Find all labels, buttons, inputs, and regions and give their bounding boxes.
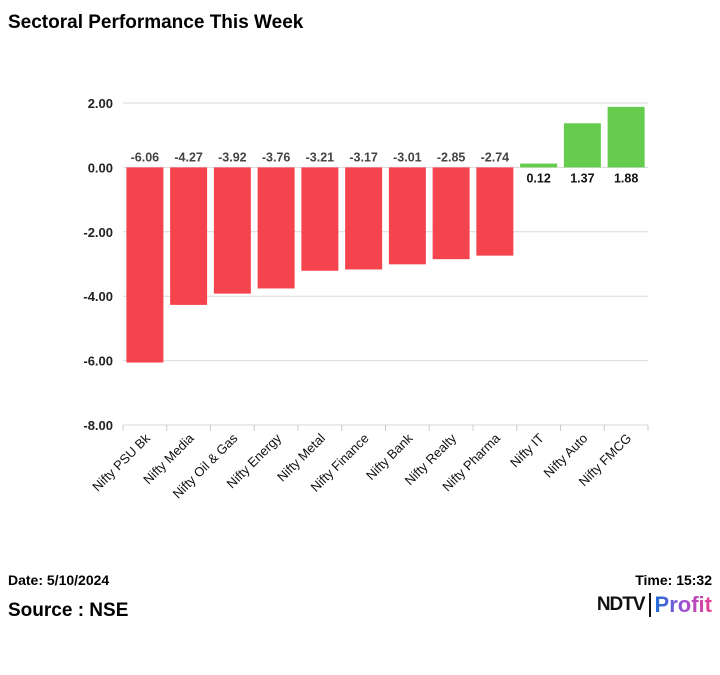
data-label: -2.85 [437,150,466,164]
y-tick-label: 0.00 [88,160,113,175]
data-label: -3.76 [262,150,291,164]
bar-chart: 2.00 0.00 -2.00 -4.00 -6.00 -8.00 -6.06 Nifty P… [83,96,649,501]
x-tick-label: Nifty PSU Bk [89,430,153,494]
data-label: 1.37 [570,171,594,185]
bar [388,167,426,265]
bar [563,123,601,168]
data-label: 1.88 [614,171,638,185]
data-label: -3.92 [218,150,247,164]
y-tick-label: -8.00 [83,418,113,433]
bar [476,167,514,256]
y-tick-label: 2.00 [88,96,113,111]
logo-profit: Profit [654,592,712,617]
bar [345,167,383,270]
y-tick-label: -6.00 [83,354,113,369]
bar [213,167,251,294]
logo-divider [648,593,651,617]
data-label: -4.27 [174,150,203,164]
bar [257,167,295,289]
y-tick-label: -4.00 [83,289,113,304]
bar [170,167,208,305]
y-tick-label: -2.00 [83,225,113,240]
ndtv-profit-logo: NDTV Profit [597,592,712,618]
bar [607,106,645,168]
time-label: Time: 15:32 [635,572,712,588]
x-tick-label: Nifty IT [507,430,547,470]
data-label: -3.01 [393,150,422,164]
chart-title: Sectoral Performance This Week [8,12,304,33]
source-label: Source : NSE [8,600,129,621]
data-label: -2.74 [481,150,510,164]
data-label: 0.12 [526,171,550,185]
bar [301,167,339,271]
logo-ndtv: NDTV [596,594,646,615]
bar [126,167,164,363]
date-label: Date: 5/10/2024 [8,572,110,588]
data-label: -3.17 [349,150,378,164]
bar [432,167,470,260]
data-label: -6.06 [131,150,160,164]
bar [520,163,558,168]
data-label: -3.21 [306,150,335,164]
